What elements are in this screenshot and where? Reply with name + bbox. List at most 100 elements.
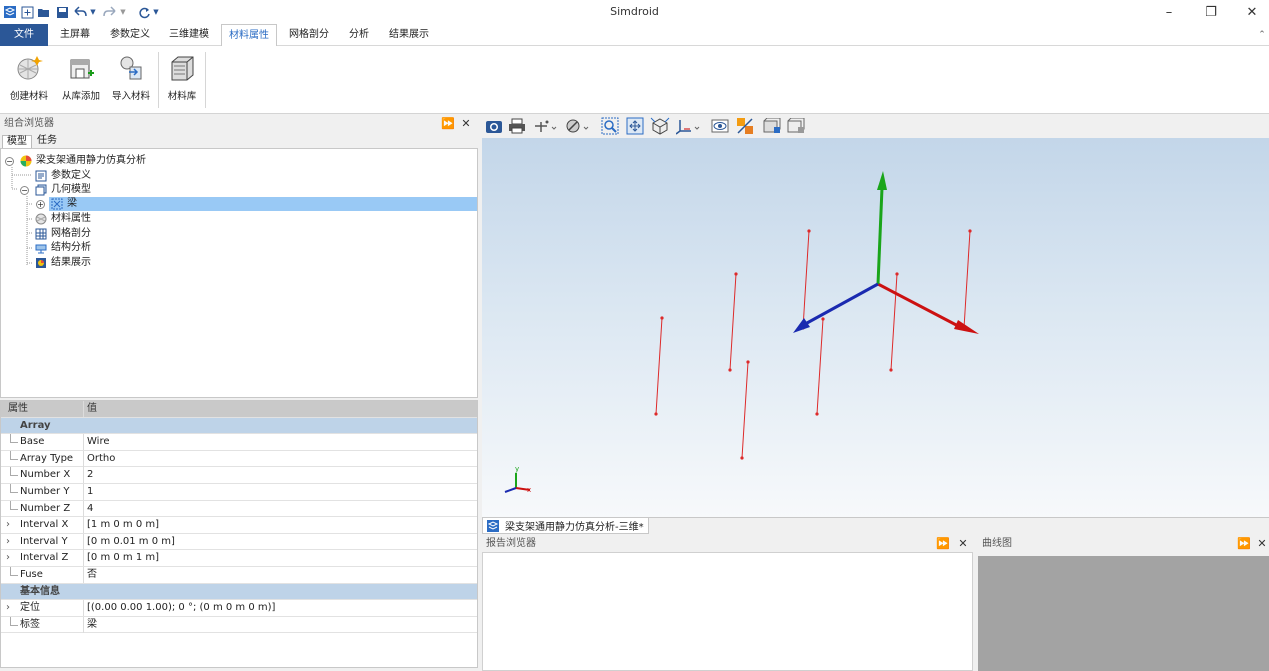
tab-model[interactable]: 模型 (2, 135, 32, 148)
tree-item-mesh[interactable]: 网格剖分 (35, 227, 91, 241)
property-row[interactable]: › Interval Y [0 m 0.01 m 0 m] (1, 533, 477, 551)
file-menu[interactable]: 文件 (0, 24, 48, 46)
customize-dropdown-icon[interactable]: ▼ (153, 8, 159, 16)
undo-icon[interactable] (72, 4, 88, 20)
new-icon[interactable] (19, 4, 35, 20)
create-material-button[interactable]: 创建材料 (6, 52, 52, 108)
property-value[interactable]: 1 (87, 486, 94, 497)
axis-triad: y x (504, 465, 531, 494)
tab-meshing[interactable]: 网格剖分 (289, 29, 329, 40)
geometry-icon (35, 184, 47, 196)
minimize-button[interactable]: – (1165, 4, 1173, 20)
property-row[interactable]: Number Y 1 (1, 484, 477, 501)
tab-analysis[interactable]: 分析 (349, 29, 369, 40)
menu-bar: 文件 主屏幕 参数定义 三维建模 材料属性 网格剖分 分析 结果展示 ⌃ (0, 24, 1269, 47)
expand-chevron-icon[interactable]: › (6, 602, 10, 614)
collapse-icon[interactable]: − (5, 156, 14, 166)
tab-3d-modeling[interactable]: 三维建模 (169, 29, 209, 40)
report-browser[interactable] (482, 552, 973, 671)
column-divider (83, 616, 84, 633)
fit-all-icon[interactable] (625, 116, 645, 136)
close-panel-icon[interactable]: ✕ (461, 117, 471, 130)
screenshot-icon[interactable] (484, 116, 504, 136)
ribbon-separator (158, 52, 159, 108)
property-value[interactable]: 4 (87, 502, 94, 514)
curve-plot-area[interactable] (978, 556, 1269, 671)
property-row[interactable]: › Interval X [1 m 0 m 0 m] (1, 517, 477, 534)
close-panel-icon[interactable]: ✕ (1257, 537, 1267, 550)
expand-chevron-icon[interactable]: › (6, 535, 10, 547)
visibility-icon[interactable] (710, 116, 730, 136)
property-row[interactable]: › 定位 [(0.00 0.00 1.00); 0 °; (0 m 0 m 0 m)… (1, 600, 477, 617)
property-row[interactable]: Fuse 否 (1, 567, 477, 584)
property-value[interactable]: [1 m 0 m 0 m] (87, 519, 160, 531)
tab-tasks[interactable]: 任务 (37, 135, 57, 146)
expand-chevron-icon[interactable]: › (6, 519, 10, 531)
add-from-library-button[interactable]: 从库添加 (58, 52, 104, 108)
material-icon (35, 213, 47, 225)
property-value[interactable]: 否 (87, 569, 97, 580)
collapse-ribbon-icon[interactable]: ⌃ (1258, 30, 1266, 40)
close-button[interactable]: ✕ (1246, 4, 1258, 20)
tree-item-project[interactable]: − 梁支架通用静力仿真分析 (5, 154, 146, 168)
redo-icon[interactable] (102, 4, 118, 20)
tree-item-results[interactable]: 结果展示 (35, 256, 91, 270)
tab-home[interactable]: 主屏幕 (60, 29, 90, 40)
property-value[interactable]: Wire (87, 436, 110, 448)
property-value[interactable]: 梁 (87, 618, 97, 630)
section-icon[interactable] (564, 116, 592, 136)
property-row[interactable]: Base Wire (1, 434, 477, 451)
refresh-icon[interactable] (136, 4, 152, 20)
column-divider (83, 500, 84, 517)
zoom-box-icon[interactable] (600, 116, 620, 136)
material-library-button[interactable]: 材料库 (162, 52, 202, 108)
property-value[interactable]: [(0.00 0.00 1.00); 0 °; (0 m 0 m 0 m)] (87, 602, 276, 614)
3d-viewport[interactable]: y x (482, 138, 1269, 518)
import-material-button[interactable]: 导入材料 (108, 52, 154, 108)
viewport-tab-label: 梁支架通用静力仿真分析-三维* (505, 522, 644, 533)
highlight-icon[interactable] (762, 116, 782, 136)
view-cube-icon[interactable] (650, 116, 670, 136)
beam-wire (654, 316, 664, 416)
property-row[interactable]: Number X 2 (1, 467, 477, 484)
tree-line (10, 434, 18, 444)
beam-wire (962, 229, 972, 330)
display-mode-icon[interactable] (786, 116, 806, 136)
tree-item-geometry[interactable]: − 几何模型 (20, 183, 91, 197)
property-row[interactable]: 标签 梁 (1, 616, 477, 634)
tree-item-beam[interactable]: + 梁 (36, 197, 77, 211)
tree-item-material[interactable]: 材料属性 (35, 212, 91, 226)
print-icon[interactable] (507, 116, 527, 136)
property-value[interactable]: 2 (87, 469, 94, 481)
viewport-tab[interactable]: 梁支架通用静力仿真分析-三维* (482, 518, 649, 534)
pin-panel-icon[interactable]: ⏩ (1237, 537, 1251, 550)
restore-button[interactable]: ❐ (1205, 4, 1217, 20)
property-value[interactable]: [0 m 0.01 m 0 m] (87, 535, 175, 547)
expand-chevron-icon[interactable]: › (6, 552, 10, 564)
property-row[interactable]: Array Type Ortho (1, 450, 477, 468)
tree-item-structure-analysis[interactable]: 结构分析 (35, 241, 91, 255)
tab-parameters[interactable]: 参数定义 (110, 29, 150, 40)
expand-icon[interactable]: + (36, 199, 45, 209)
tree-item-parameters[interactable]: 参数定义 (35, 169, 91, 183)
redo-dropdown-icon[interactable]: ▼ (120, 8, 126, 16)
open-icon[interactable] (36, 4, 52, 20)
tab-results[interactable]: 结果展示 (389, 29, 429, 40)
property-value[interactable]: [0 m 0 m 1 m] (87, 552, 160, 564)
property-row[interactable]: › Interval Z [0 m 0 m 1 m] (1, 550, 477, 567)
save-icon[interactable] (54, 4, 70, 20)
axis-view-icon[interactable] (675, 116, 703, 136)
property-row[interactable]: Number Z 4 (1, 500, 477, 518)
pin-panel-icon[interactable]: ⏩ (441, 117, 455, 130)
tab-material-properties[interactable]: 材料属性 (221, 24, 277, 47)
undo-dropdown-icon[interactable]: ▼ (90, 8, 96, 16)
collapse-icon[interactable]: − (20, 185, 29, 195)
tree-label: 参数定义 (51, 170, 91, 181)
property-value[interactable]: Ortho (87, 452, 116, 464)
column-divider (83, 484, 84, 500)
app-icon[interactable] (2, 4, 18, 20)
pin-panel-icon[interactable]: ⏩ (936, 537, 950, 550)
measure-icon[interactable] (532, 116, 560, 136)
close-panel-icon[interactable]: ✕ (958, 537, 968, 550)
color-icon[interactable] (735, 116, 755, 136)
